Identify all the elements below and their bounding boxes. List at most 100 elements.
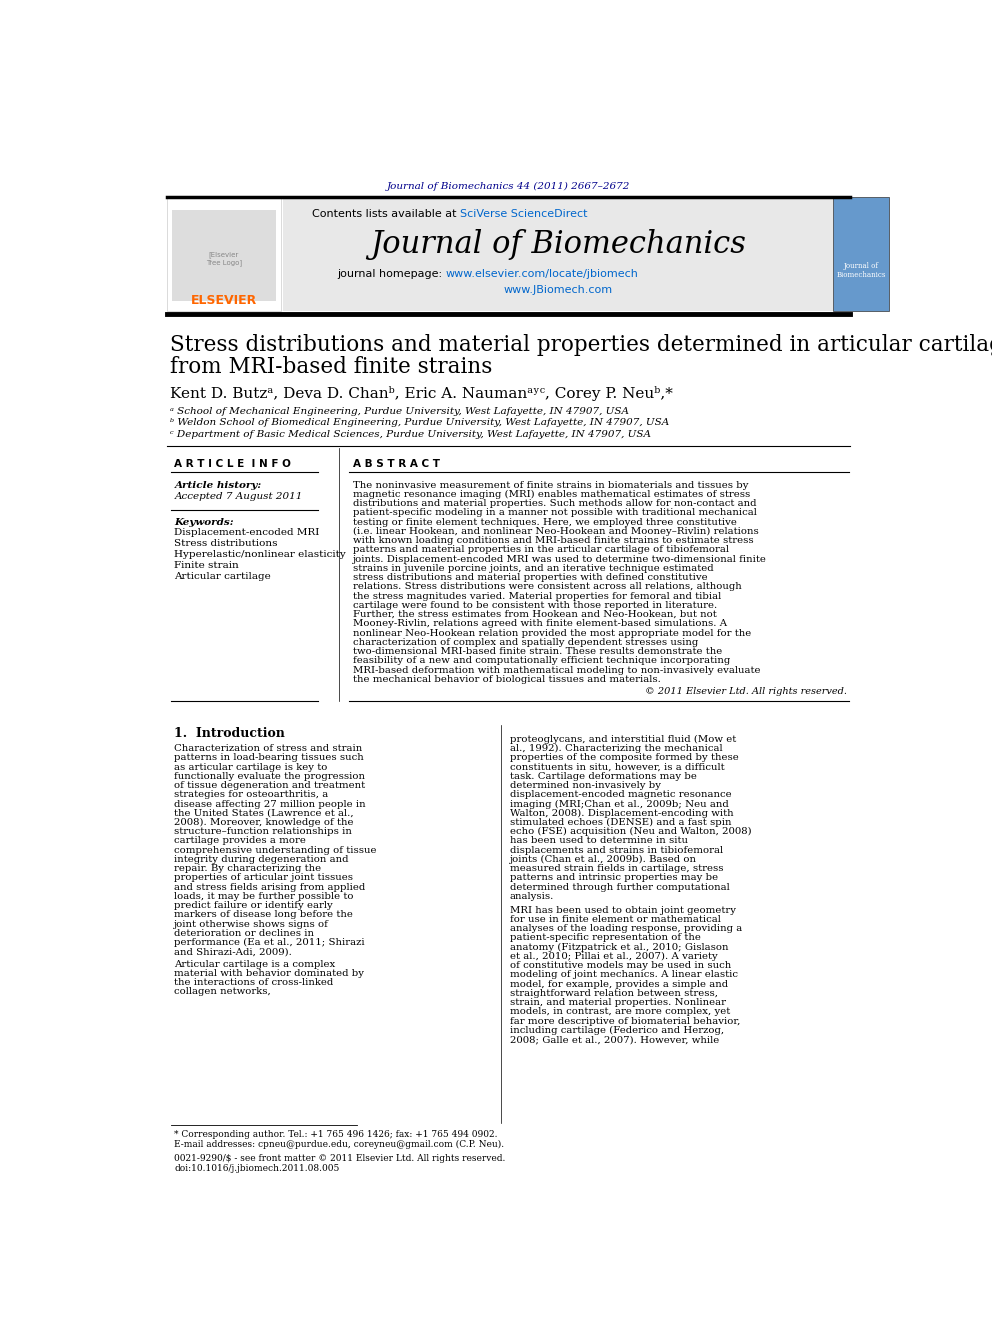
Text: patterns and intrinsic properties may be: patterns and intrinsic properties may be xyxy=(510,873,718,882)
Text: the United States (Lawrence et al.,: the United States (Lawrence et al., xyxy=(175,808,354,818)
Text: analysis.: analysis. xyxy=(510,892,555,901)
Text: from MRI-based finite strains: from MRI-based finite strains xyxy=(171,356,493,377)
Text: echo (FSE) acquisition (Neu and Walton, 2008): echo (FSE) acquisition (Neu and Walton, … xyxy=(510,827,752,836)
Text: the stress magnitudes varied. Material properties for femoral and tibial: the stress magnitudes varied. Material p… xyxy=(352,591,721,601)
Text: magnetic resonance imaging (MRI) enables mathematical estimates of stress: magnetic resonance imaging (MRI) enables… xyxy=(352,490,750,499)
Text: joints (Chan et al., 2009b). Based on: joints (Chan et al., 2009b). Based on xyxy=(510,855,697,864)
Text: patient-specific representation of the: patient-specific representation of the xyxy=(510,934,700,942)
Text: * Corresponding author. Tel.: +1 765 496 1426; fax: +1 765 494 0902.: * Corresponding author. Tel.: +1 765 496… xyxy=(175,1130,498,1139)
Text: doi:10.1016/j.jbiomech.2011.08.005: doi:10.1016/j.jbiomech.2011.08.005 xyxy=(175,1164,339,1172)
Text: cartilage were found to be consistent with those reported in literature.: cartilage were found to be consistent wi… xyxy=(352,601,717,610)
Text: Accepted 7 August 2011: Accepted 7 August 2011 xyxy=(175,492,303,501)
Text: [Elsevier
Tree Logo]: [Elsevier Tree Logo] xyxy=(206,251,242,266)
Text: Displacement-encoded MRI: Displacement-encoded MRI xyxy=(175,528,319,537)
Text: as articular cartilage is key to: as articular cartilage is key to xyxy=(175,762,327,771)
Text: Hyperelastic/nonlinear elasticity: Hyperelastic/nonlinear elasticity xyxy=(175,550,346,560)
Text: ᵃ School of Mechanical Engineering, Purdue University, West Lafayette, IN 47907,: ᵃ School of Mechanical Engineering, Purd… xyxy=(171,406,630,415)
Text: determined through further computational: determined through further computational xyxy=(510,882,730,892)
Text: (i.e. linear Hookean, and nonlinear Neo-Hookean and Mooney–Rivlin) relations: (i.e. linear Hookean, and nonlinear Neo-… xyxy=(352,527,758,536)
Text: modeling of joint mechanics. A linear elastic: modeling of joint mechanics. A linear el… xyxy=(510,971,738,979)
Text: www.elsevier.com/locate/jbiomech: www.elsevier.com/locate/jbiomech xyxy=(445,270,639,279)
Text: distributions and material properties. Such methods allow for non-contact and: distributions and material properties. S… xyxy=(352,499,756,508)
Text: loads, it may be further possible to: loads, it may be further possible to xyxy=(175,892,354,901)
Text: characterization of complex and spatially dependent stresses using: characterization of complex and spatiall… xyxy=(352,638,698,647)
Text: material with behavior dominated by: material with behavior dominated by xyxy=(175,968,364,978)
Text: predict failure or identify early: predict failure or identify early xyxy=(175,901,333,910)
Text: proteoglycans, and interstitial fluid (Mow et: proteoglycans, and interstitial fluid (M… xyxy=(510,734,736,744)
Text: joints. Displacement-encoded MRI was used to determine two-dimensional finite: joints. Displacement-encoded MRI was use… xyxy=(352,554,767,564)
Text: ᶜ Department of Basic Medical Sciences, Purdue University, West Lafayette, IN 47: ᶜ Department of Basic Medical Sciences, … xyxy=(171,430,652,439)
Text: displacements and strains in tibiofemoral: displacements and strains in tibiofemora… xyxy=(510,845,723,855)
Text: ELSEVIER: ELSEVIER xyxy=(190,294,257,307)
Text: models, in contrast, are more complex, yet: models, in contrast, are more complex, y… xyxy=(510,1007,730,1016)
Text: Stress distributions: Stress distributions xyxy=(175,540,278,548)
Text: 0021-9290/$ - see front matter © 2011 Elsevier Ltd. All rights reserved.: 0021-9290/$ - see front matter © 2011 El… xyxy=(175,1154,506,1163)
Text: Finite strain: Finite strain xyxy=(175,561,239,570)
Text: patterns and material properties in the articular cartilage of tibiofemoral: patterns and material properties in the … xyxy=(352,545,729,554)
Text: cartilage provides a more: cartilage provides a more xyxy=(175,836,307,845)
Text: anatomy (Fitzpatrick et al., 2010; Gislason: anatomy (Fitzpatrick et al., 2010; Gisla… xyxy=(510,943,728,951)
Text: joint otherwise shows signs of: joint otherwise shows signs of xyxy=(175,919,329,929)
Bar xyxy=(167,197,282,311)
Text: performance (Ea et al., 2011; Shirazi: performance (Ea et al., 2011; Shirazi xyxy=(175,938,365,947)
Text: of constitutive models may be used in such: of constitutive models may be used in su… xyxy=(510,962,731,970)
Text: patient-specific modeling in a manner not possible with traditional mechanical: patient-specific modeling in a manner no… xyxy=(352,508,757,517)
Text: properties of the composite formed by these: properties of the composite formed by th… xyxy=(510,753,739,762)
Text: has been used to determine in situ: has been used to determine in situ xyxy=(510,836,687,845)
Text: patterns in load-bearing tissues such: patterns in load-bearing tissues such xyxy=(175,753,364,762)
Text: Kent D. Butzᵃ, Deva D. Chanᵇ, Eric A. Naumanᵃʸᶜ, Corey P. Neuᵇ,*: Kent D. Butzᵃ, Deva D. Chanᵇ, Eric A. Na… xyxy=(171,386,674,401)
Text: Journal of
Biomechanics: Journal of Biomechanics xyxy=(836,262,886,279)
Text: MRI has been used to obtain joint geometry: MRI has been used to obtain joint geomet… xyxy=(510,906,736,914)
Text: the interactions of cross-linked: the interactions of cross-linked xyxy=(175,978,333,987)
Text: far more descriptive of biomaterial behavior,: far more descriptive of biomaterial beha… xyxy=(510,1016,740,1025)
Text: Stress distributions and material properties determined in articular cartilage: Stress distributions and material proper… xyxy=(171,335,992,356)
Text: Further, the stress estimates from Hookean and Neo-Hookean, but not: Further, the stress estimates from Hooke… xyxy=(352,610,716,619)
Text: Contents lists available at: Contents lists available at xyxy=(311,209,459,220)
Text: Journal of Biomechanics 44 (2011) 2667–2672: Journal of Biomechanics 44 (2011) 2667–2… xyxy=(387,183,630,191)
Text: strains in juvenile porcine joints, and an iterative technique estimated: strains in juvenile porcine joints, and … xyxy=(352,564,713,573)
Text: feasibility of a new and computationally efficient technique incorporating: feasibility of a new and computationally… xyxy=(352,656,730,665)
Text: analyses of the loading response, providing a: analyses of the loading response, provid… xyxy=(510,925,742,933)
Text: 2008; Galle et al., 2007). However, while: 2008; Galle et al., 2007). However, whil… xyxy=(510,1035,719,1044)
Text: journal homepage:: journal homepage: xyxy=(337,270,445,279)
Text: Keywords:: Keywords: xyxy=(175,517,234,527)
Text: Journal of Biomechanics: Journal of Biomechanics xyxy=(370,229,746,261)
Text: including cartilage (Federico and Herzog,: including cartilage (Federico and Herzog… xyxy=(510,1025,724,1035)
Text: and stress fields arising from applied: and stress fields arising from applied xyxy=(175,882,366,892)
Text: stimulated echoes (DENSE) and a fast spin: stimulated echoes (DENSE) and a fast spi… xyxy=(510,818,731,827)
Text: and Shirazi-Adi, 2009).: and Shirazi-Adi, 2009). xyxy=(175,947,293,957)
Text: structure–function relationships in: structure–function relationships in xyxy=(175,827,352,836)
Text: 1.  Introduction: 1. Introduction xyxy=(175,726,286,740)
Text: Articular cartilage: Articular cartilage xyxy=(175,572,271,581)
Bar xyxy=(833,197,889,311)
Text: collagen networks,: collagen networks, xyxy=(175,987,271,996)
Text: repair. By characterizing the: repair. By characterizing the xyxy=(175,864,321,873)
Text: two-dimensional MRI-based finite strain. These results demonstrate the: two-dimensional MRI-based finite strain.… xyxy=(352,647,722,656)
Text: the mechanical behavior of biological tissues and materials.: the mechanical behavior of biological ti… xyxy=(352,675,661,684)
Text: properties of articular joint tissues: properties of articular joint tissues xyxy=(175,873,353,882)
Text: 2008). Moreover, knowledge of the: 2008). Moreover, knowledge of the xyxy=(175,818,354,827)
Text: constituents in situ, however, is a difficult: constituents in situ, however, is a diff… xyxy=(510,762,724,771)
Bar xyxy=(283,197,833,311)
Text: strain, and material properties. Nonlinear: strain, and material properties. Nonline… xyxy=(510,998,726,1007)
Text: A B S T R A C T: A B S T R A C T xyxy=(352,459,439,470)
Text: et al., 2010; Pillai et al., 2007). A variety: et al., 2010; Pillai et al., 2007). A va… xyxy=(510,953,717,960)
Text: A R T I C L E  I N F O: A R T I C L E I N F O xyxy=(175,459,292,470)
Text: strategies for osteoarthritis, a: strategies for osteoarthritis, a xyxy=(175,790,328,799)
Text: testing or finite element techniques. Here, we employed three constitutive: testing or finite element techniques. He… xyxy=(352,517,736,527)
Text: relations. Stress distributions were consistent across all relations, although: relations. Stress distributions were con… xyxy=(352,582,741,591)
Text: markers of disease long before the: markers of disease long before the xyxy=(175,910,353,919)
Text: Characterization of stress and strain: Characterization of stress and strain xyxy=(175,744,363,753)
Text: task. Cartilage deformations may be: task. Cartilage deformations may be xyxy=(510,771,696,781)
Text: straightforward relation between stress,: straightforward relation between stress, xyxy=(510,988,718,998)
Text: Mooney-Rivlin, relations agreed with finite element-based simulations. A: Mooney-Rivlin, relations agreed with fin… xyxy=(352,619,727,628)
Bar xyxy=(172,210,276,302)
Text: Walton, 2008). Displacement-encoding with: Walton, 2008). Displacement-encoding wit… xyxy=(510,808,733,818)
Text: comprehensive understanding of tissue: comprehensive understanding of tissue xyxy=(175,845,377,855)
Text: determined non-invasively by: determined non-invasively by xyxy=(510,781,661,790)
Text: stress distributions and material properties with defined constitutive: stress distributions and material proper… xyxy=(352,573,707,582)
Text: imaging (MRI;Chan et al., 2009b; Neu and: imaging (MRI;Chan et al., 2009b; Neu and xyxy=(510,799,729,808)
Text: displacement-encoded magnetic resonance: displacement-encoded magnetic resonance xyxy=(510,790,731,799)
Text: model, for example, provides a simple and: model, for example, provides a simple an… xyxy=(510,980,728,988)
Text: measured strain fields in cartilage, stress: measured strain fields in cartilage, str… xyxy=(510,864,723,873)
